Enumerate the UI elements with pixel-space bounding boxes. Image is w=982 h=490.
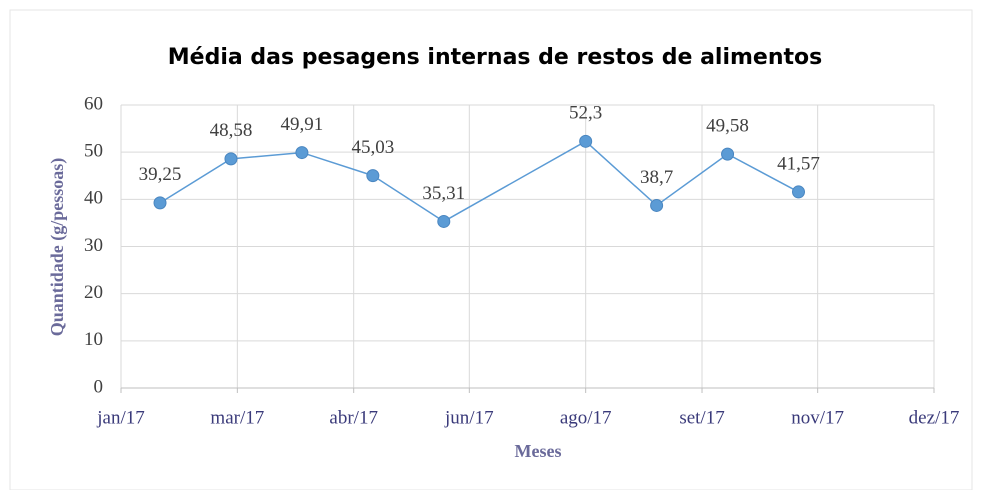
x-tick-label: set/17	[679, 407, 724, 428]
y-tick-label: 30	[84, 235, 103, 256]
data-label: 52,3	[569, 103, 602, 124]
data-point	[579, 134, 593, 148]
data-point	[721, 147, 735, 161]
y-tick-label: 50	[84, 141, 103, 162]
y-axis-label: Quantidade (g/pessoas)	[47, 158, 68, 337]
data-label: 48,58	[210, 120, 253, 141]
x-tick-label: jun/17	[444, 407, 494, 428]
data-point	[792, 185, 805, 199]
x-tick-label: nov/17	[791, 407, 844, 428]
data-label: 38,7	[640, 167, 673, 188]
data-label: 41,57	[777, 153, 820, 174]
x-tick-label: dez/17	[909, 407, 960, 428]
data-point	[650, 198, 664, 212]
chart-frame	[9, 9, 973, 490]
chart-title: Média das pesagens internas de restos de…	[168, 45, 822, 70]
data-label: 49,58	[706, 116, 749, 137]
x-tick-label: abr/17	[329, 407, 378, 428]
data-point	[437, 214, 451, 228]
x-axis-label: Meses	[515, 441, 562, 461]
x-tick-label: ago/17	[560, 407, 612, 428]
data-label: 35,31	[422, 183, 465, 204]
y-tick-label: 40	[84, 188, 103, 209]
data-point	[224, 152, 238, 166]
x-tick-label: jan/17	[96, 407, 145, 428]
data-label: 49,91	[281, 114, 324, 135]
data-point	[366, 169, 380, 183]
y-tick-label: 20	[84, 282, 103, 303]
x-tick-label: mar/17	[210, 407, 264, 428]
y-tick-label: 0	[94, 376, 104, 397]
data-label: 39,25	[139, 164, 182, 185]
data-point	[295, 146, 309, 160]
y-tick-label: 60	[84, 93, 103, 114]
y-tick-label: 10	[84, 329, 103, 350]
data-point	[153, 196, 167, 210]
data-label: 45,03	[351, 137, 394, 158]
